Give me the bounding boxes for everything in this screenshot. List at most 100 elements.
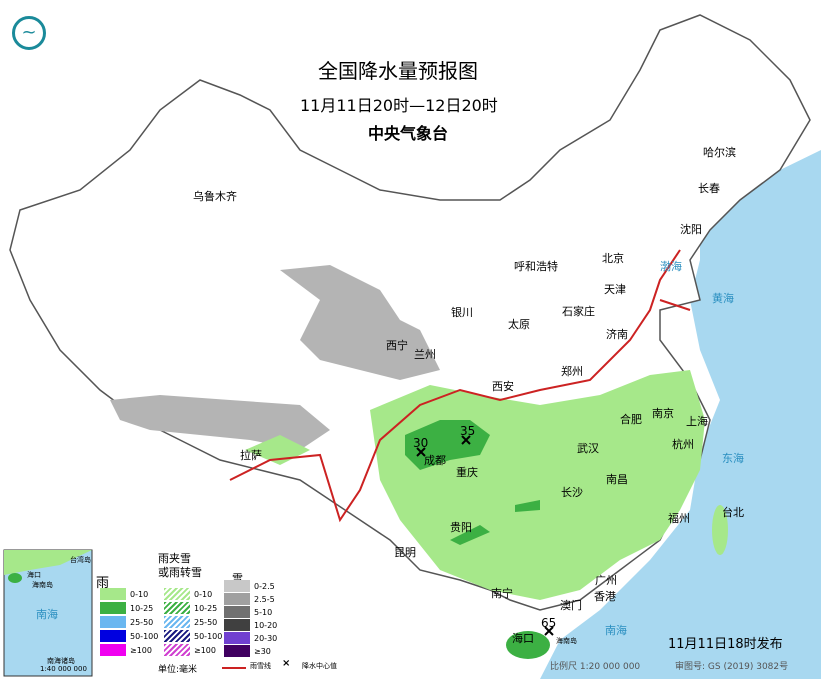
legend-label: 10-20	[254, 621, 278, 630]
city-label: 杭州	[672, 438, 694, 451]
city-label: 海口	[512, 632, 534, 645]
inset-label: 海南岛	[32, 581, 53, 589]
city-label: 广州	[595, 574, 617, 587]
legend-mixed-title: 或雨转雪	[158, 566, 202, 579]
legend-swatch	[164, 602, 190, 614]
city-label: 长春	[698, 182, 720, 195]
sea-area	[540, 150, 821, 679]
legend-label: 2.5-5	[254, 595, 275, 604]
city-label: 澳门	[560, 599, 582, 612]
legend: 雨 雨夹雪 或雨转雪 雪 单位:毫米 雨雪线 × 降水中心值 0-10 10-25…	[92, 550, 382, 675]
inset-caption: 南海诸岛	[47, 657, 75, 665]
city-label: 南京	[652, 407, 674, 420]
sea-label: 东海	[722, 452, 744, 465]
city-label: 南昌	[606, 473, 628, 486]
city-label: 贵阳	[450, 521, 472, 534]
legend-swatch	[224, 645, 250, 657]
legend-label: 20-30	[254, 634, 278, 643]
legend-label: 50-100	[130, 632, 159, 641]
city-label: 福州	[668, 512, 690, 525]
city-label: 香港	[594, 590, 616, 603]
legend-label: 0-2.5	[254, 582, 275, 591]
freeze-line	[659, 299, 691, 311]
city-label: 乌鲁木齐	[193, 190, 237, 203]
legend-label: ≥30	[254, 647, 271, 656]
agency-name: 中央气象台	[368, 124, 449, 143]
city-label: 银川	[451, 306, 473, 319]
legend-swatch	[100, 602, 126, 614]
sea-label: 渤海	[660, 260, 682, 273]
city-label: 哈尔滨	[703, 146, 736, 159]
legend-center: 降水中心值	[302, 662, 337, 670]
city-label: 上海	[686, 415, 708, 428]
legend-label: 10-25	[130, 604, 154, 613]
rain-moderate-area	[515, 500, 540, 512]
legend-snow-title: 雪	[232, 572, 243, 585]
city-label: 郑州	[561, 365, 583, 378]
legend-swatch	[100, 588, 126, 600]
city-label: 合肥	[620, 413, 642, 426]
issued-time: 11月11日18时发布	[668, 637, 783, 652]
map-title: 全国降水量预报图	[318, 59, 478, 83]
legend-swatch	[224, 619, 250, 631]
legend-swatch	[164, 644, 190, 656]
legend-unit: 单位:毫米	[158, 665, 198, 675]
taiwan-island	[712, 505, 728, 555]
precip-center-markers	[416, 435, 554, 636]
inset-land	[4, 550, 92, 575]
center-marker-icon: ×	[282, 658, 291, 669]
sea-label: 南海	[605, 624, 627, 637]
rain-moderate-area	[405, 420, 490, 470]
freeze-line-icon	[222, 667, 246, 669]
legend-label: 25-50	[194, 618, 218, 627]
inset-scale: 1:40 000 000	[40, 665, 87, 673]
legend-swatch	[100, 644, 126, 656]
city-label: 天津	[604, 283, 626, 296]
inset-label: 台湾岛	[70, 556, 91, 564]
precip-value: 35	[460, 424, 476, 438]
legend-swatch	[224, 593, 250, 605]
city-label: 济南	[606, 328, 628, 341]
map-subtitle: 11月11日20时—12日20时	[300, 96, 498, 115]
precip-value: 65	[541, 616, 557, 630]
city-label: 太原	[508, 318, 530, 331]
legend-label: 5-10	[254, 608, 273, 617]
precip-value: 30	[413, 436, 429, 450]
legend-swatch	[164, 616, 190, 628]
city-label: 成都	[424, 454, 446, 467]
legend-mixed-title: 雨夹雪	[158, 552, 191, 565]
hainan-island	[506, 631, 550, 659]
legend-swatch	[224, 580, 250, 592]
rain-moderate-area	[450, 525, 490, 545]
city-label: 武汉	[577, 442, 599, 455]
inset-sea-label: 南海	[36, 608, 58, 621]
legend-swatch	[224, 632, 250, 644]
legend-swatch	[100, 616, 126, 628]
cma-logo-icon: ~	[12, 16, 46, 50]
city-label: 呼和浩特	[514, 260, 558, 273]
legend-label: 10-25	[194, 604, 218, 613]
legend-label: 0-10	[130, 590, 149, 599]
snow-area	[280, 265, 440, 380]
city-label: 昆明	[394, 546, 416, 559]
approval-number: 审图号: GS (2019) 3082号	[675, 662, 789, 672]
city-label: 重庆	[456, 466, 478, 479]
city-label: 西安	[492, 380, 514, 393]
city-label: 北京	[602, 252, 624, 265]
legend-label: ≥100	[130, 646, 152, 655]
legend-label: 25-50	[130, 618, 154, 627]
legend-freeze-line: 雨雪线	[250, 662, 271, 670]
city-label: 海南岛	[556, 637, 577, 645]
legend-label: 50-100	[194, 632, 223, 641]
legend-label: ≥100	[194, 646, 216, 655]
city-label: 长沙	[561, 486, 583, 499]
scale-text: 比例尺 1:20 000 000	[550, 662, 641, 672]
legend-swatch	[224, 606, 250, 618]
city-label: 石家庄	[562, 305, 595, 318]
snow-area	[110, 395, 330, 450]
legend-swatch	[164, 630, 190, 642]
legend-swatch	[164, 588, 190, 600]
sea-label: 黄海	[712, 292, 734, 305]
city-label: 西宁	[386, 339, 408, 352]
